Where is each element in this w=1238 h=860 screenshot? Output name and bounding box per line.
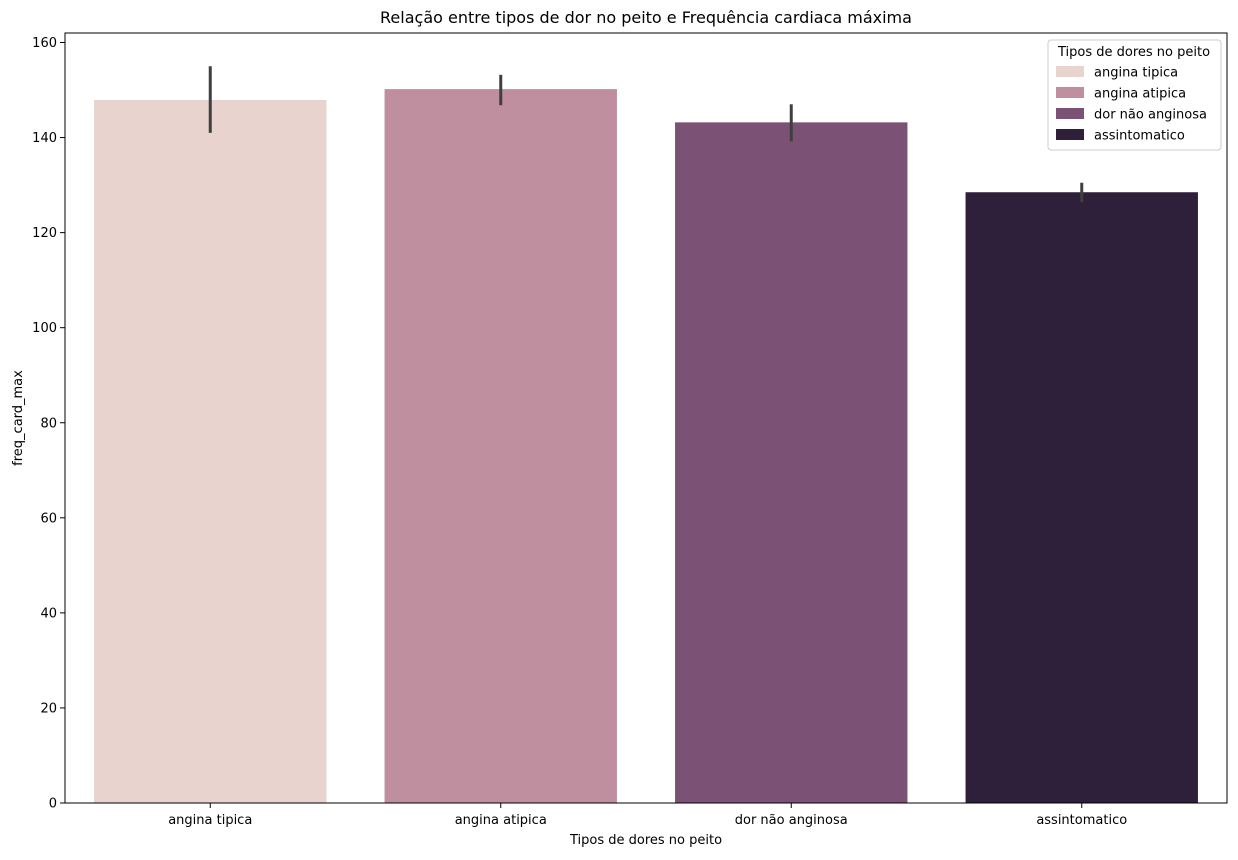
legend-label-0: angina tipica [1094, 66, 1178, 81]
y-tick-label-7: 140 [32, 131, 57, 146]
bar-1 [384, 89, 617, 803]
legend-swatch-1 [1056, 87, 1084, 98]
y-axis-label: freq_card_max [11, 370, 26, 466]
legend-label-3: assintomatico [1094, 129, 1185, 144]
y-axis: 0 20 40 60 80 100 120 140 160 [32, 36, 65, 812]
legend-swatch-2 [1056, 108, 1084, 119]
legend-label-1: angina atipica [1094, 87, 1186, 102]
legend: Tipos de dores no peito angina tipica ang… [1047, 39, 1222, 151]
y-tick-label-3: 60 [40, 511, 57, 526]
y-tick-label-1: 20 [40, 701, 57, 716]
legend-swatch-0 [1056, 66, 1084, 77]
y-tick-label-5: 100 [32, 321, 57, 336]
error-bars-layer [208, 66, 1084, 203]
x-axis-label: Tipos de dores no peito [569, 833, 722, 848]
legend-title: Tipos de dores no peito [1057, 45, 1210, 60]
x-tick-label-2: dor não anginosa [735, 813, 848, 828]
bars-layer [94, 89, 1198, 804]
plot-frame [64, 32, 1228, 804]
bar-2 [675, 122, 908, 803]
x-tick-label-0: angina tipica [168, 813, 252, 828]
x-axis: angina tipica angina atipica dor não angin… [168, 803, 1127, 828]
legend-swatch-3 [1056, 129, 1084, 140]
chart-title: Relação entre tipos de dor no peito e Fr… [380, 8, 912, 27]
legend-label-2: dor não anginosa [1094, 108, 1207, 123]
x-tick-label-1: angina atipica [455, 813, 547, 828]
legend-frame [1047, 39, 1222, 151]
y-tick-label-4: 80 [40, 416, 57, 431]
x-tick-label-3: assintomatico [1036, 813, 1127, 828]
y-tick-label-8: 160 [32, 36, 57, 51]
bar-0 [94, 100, 327, 804]
y-tick-label-0: 0 [49, 797, 57, 812]
y-tick-label-6: 120 [32, 226, 57, 241]
y-tick-label-2: 40 [40, 606, 57, 621]
bar-3 [965, 192, 1198, 803]
